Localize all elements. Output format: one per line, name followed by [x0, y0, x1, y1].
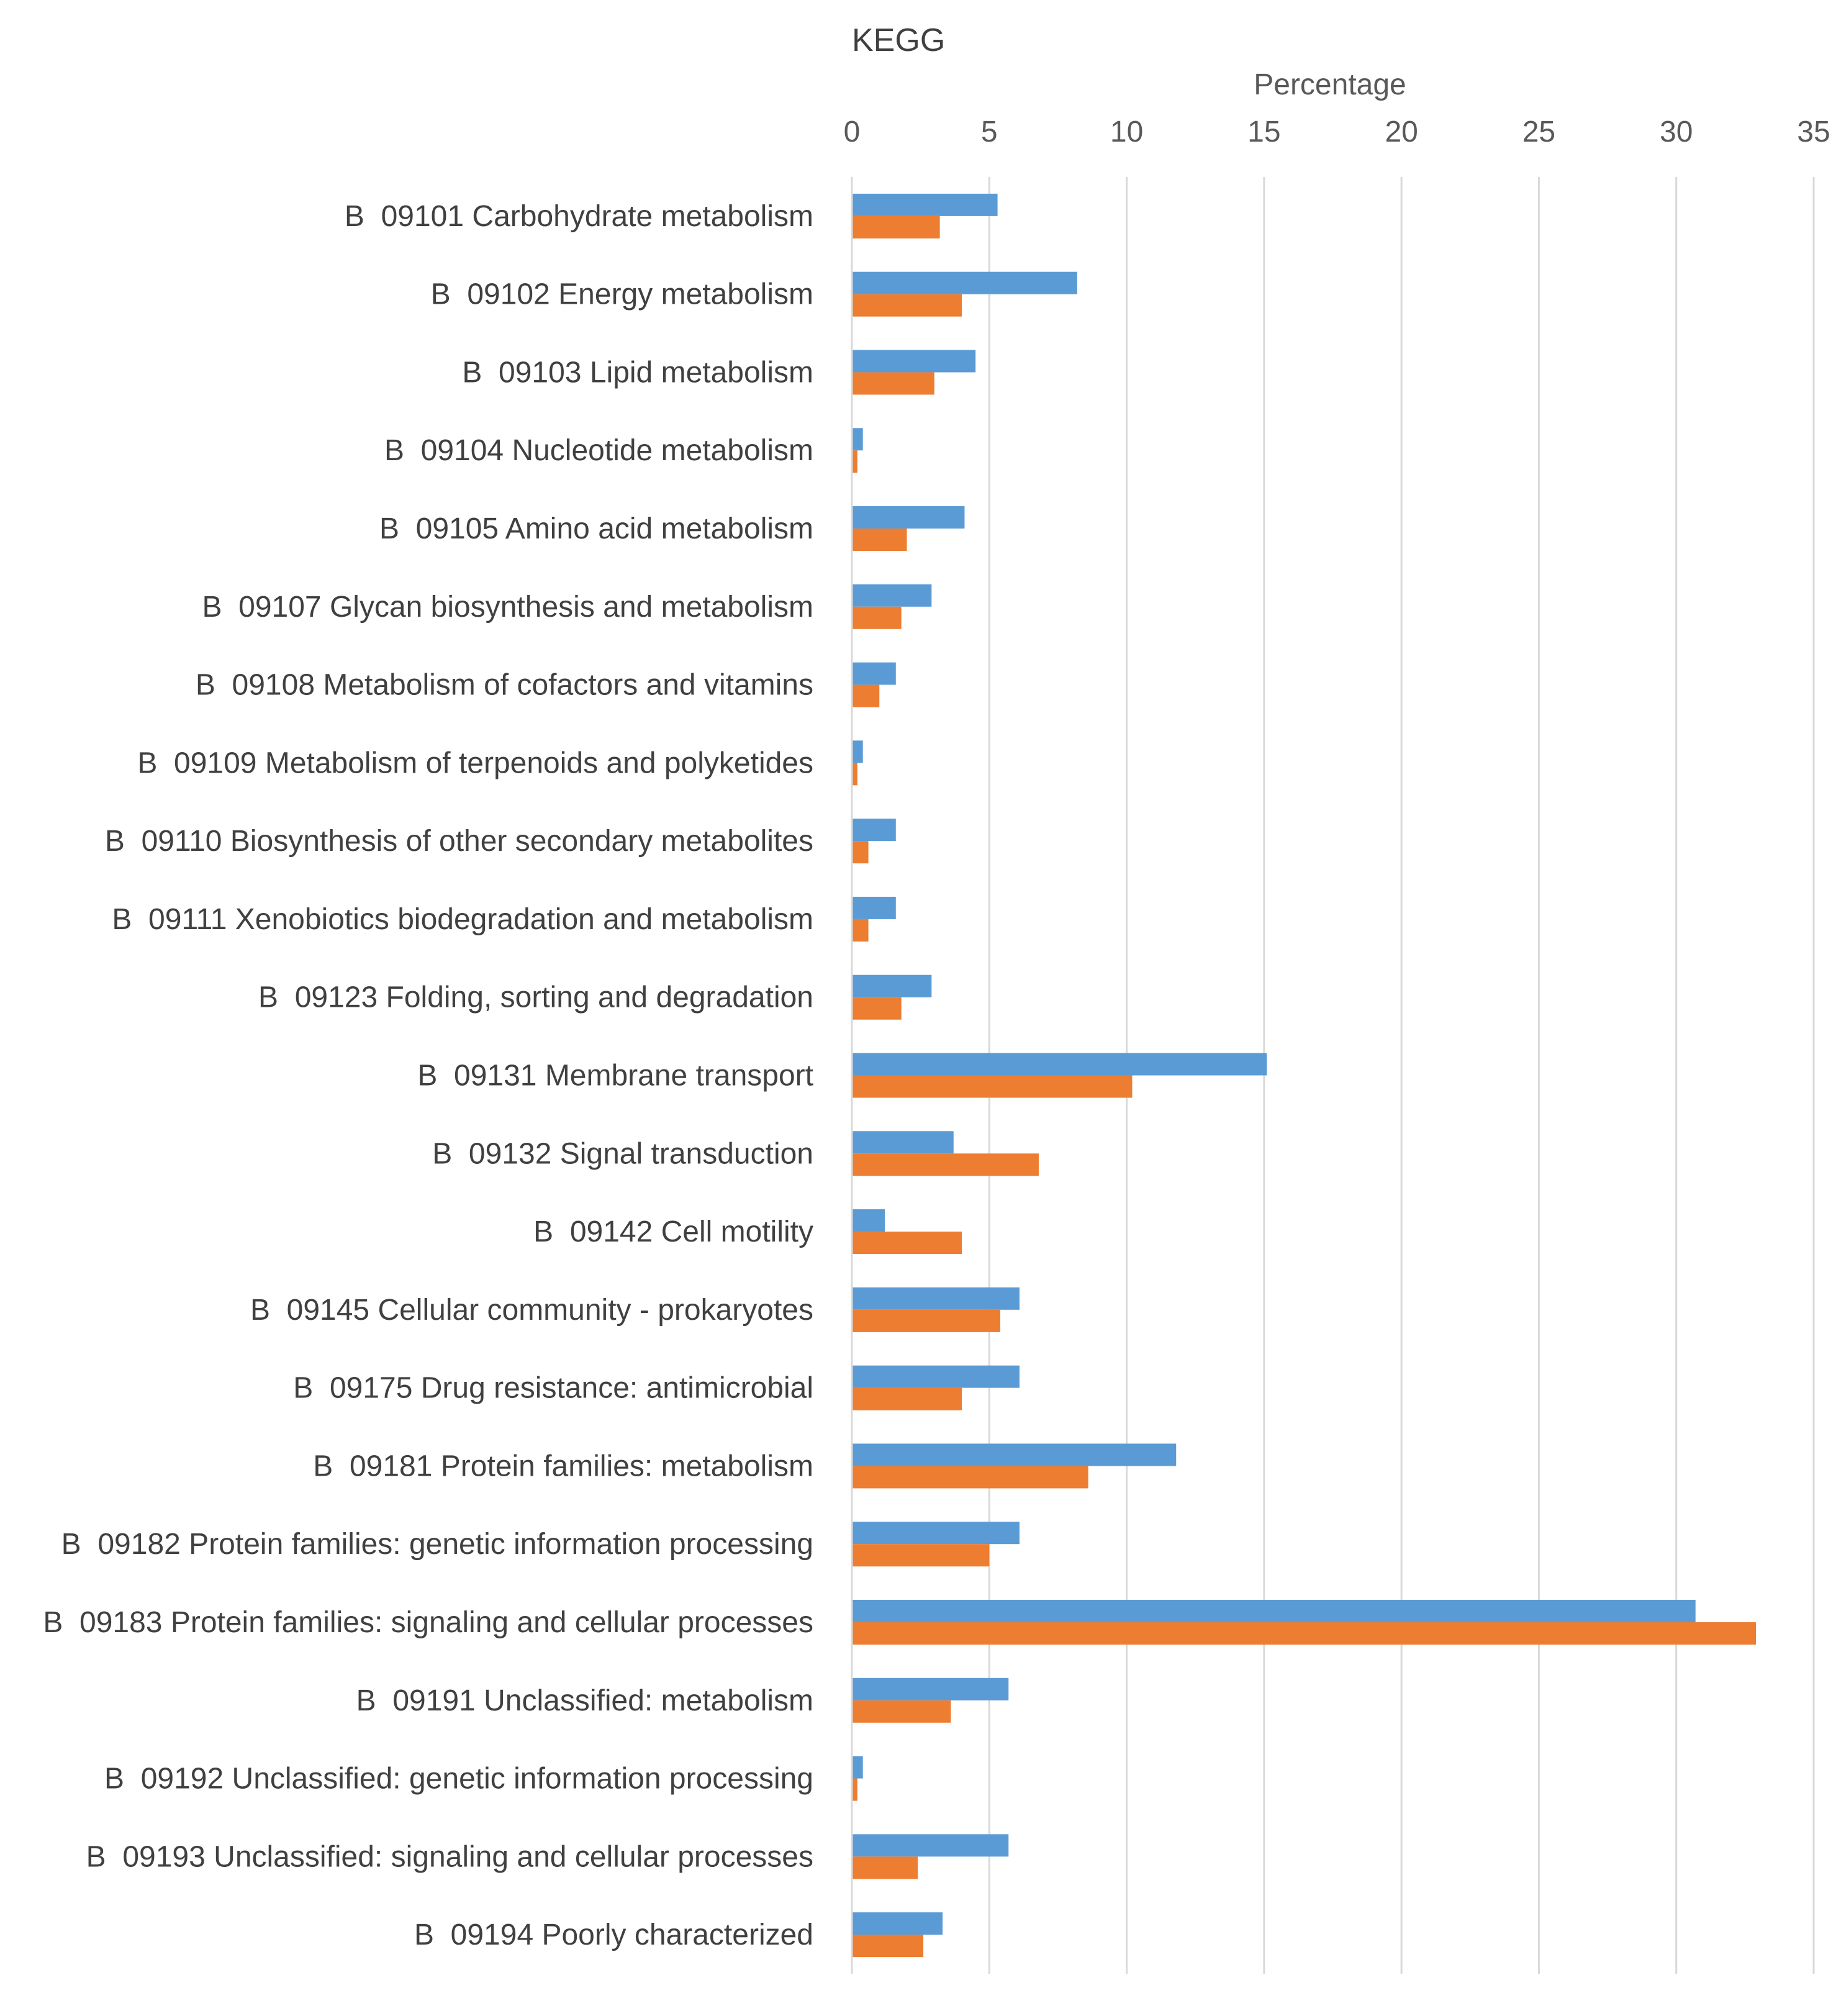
category-label: B 09111 Xenobiotics biodegradation and m…: [112, 903, 813, 936]
category-label: B 09123 Folding, sorting and degradation: [258, 981, 813, 1014]
bar-series-1: [852, 584, 932, 607]
bar-series-2: [852, 529, 907, 552]
bars: [852, 193, 1757, 1958]
bar-series-1: [852, 740, 863, 763]
bar-series-1: [852, 1522, 1020, 1545]
category-label: B 09110 Biosynthesis of other secondary …: [105, 825, 813, 858]
bar-series-1: [852, 1131, 954, 1154]
bar-series-2: [852, 1622, 1757, 1645]
bar-series-1: [852, 193, 998, 216]
category-label: B 09105 Amino acid metabolism: [379, 512, 813, 545]
bar-series-1: [852, 1834, 1009, 1857]
bar-series-2: [852, 606, 902, 629]
category-label: B 09103 Lipid metabolism: [462, 356, 813, 389]
x-tick-label: 20: [1385, 116, 1418, 148]
chart-title: KEGG: [852, 22, 945, 58]
bar-series-1: [852, 1209, 885, 1232]
bar-series-1: [852, 428, 863, 451]
x-axis-title: Percentage: [1254, 68, 1406, 101]
category-label: B 09109 Metabolism of terpenoids and pol…: [137, 747, 813, 779]
bar-series-2: [852, 1778, 857, 1801]
bar-series-1: [852, 1756, 863, 1779]
bar-series-2: [852, 1232, 962, 1255]
x-tick-label: 5: [981, 116, 998, 148]
x-tick-label: 15: [1247, 116, 1280, 148]
category-label: B 09132 Signal transduction: [432, 1137, 813, 1170]
bar-series-2: [852, 372, 934, 395]
bar-series-2: [852, 919, 869, 942]
category-label: B 09183 Protein families: signaling and …: [43, 1606, 813, 1639]
category-label: B 09104 Nucleotide metabolism: [384, 434, 813, 467]
bar-series-2: [852, 997, 902, 1020]
category-label: B 09145 Cellular community - prokaryotes: [250, 1294, 813, 1327]
bar-series-1: [852, 1912, 943, 1935]
bar-series-2: [852, 763, 857, 786]
category-label: B 09108 Metabolism of cofactors and vita…: [196, 669, 813, 702]
bar-series-2: [852, 1544, 990, 1567]
category-label: B 09191 Unclassified: metabolism: [356, 1684, 813, 1717]
bar-series-2: [852, 1309, 1000, 1332]
bar-series-1: [852, 1053, 1267, 1076]
category-label: B 09142 Cell motility: [533, 1215, 813, 1248]
bar-series-1: [852, 506, 965, 529]
x-tick-label: 30: [1660, 116, 1693, 148]
bar-series-2: [852, 1856, 918, 1879]
bar-series-2: [852, 1153, 1039, 1176]
x-tick-label: 0: [844, 116, 861, 148]
x-tick-label: 35: [1797, 116, 1830, 148]
category-label: B 09107 Glycan biosynthesis and metaboli…: [202, 591, 813, 624]
category-label: B 09101 Carbohydrate metabolism: [345, 200, 813, 233]
bar-series-2: [852, 841, 869, 864]
bar-series-2: [852, 1935, 924, 1958]
x-tick-labels: 0 5 10 15 20 25 30 35: [844, 116, 1830, 148]
bar-series-1: [852, 1678, 1009, 1700]
category-label: B 09194 Poorly characterized: [414, 1918, 813, 1951]
category-labels: B 09101 Carbohydrate metabolism B 09102 E…: [43, 200, 813, 1951]
bar-series-2: [852, 1075, 1133, 1098]
bar-series-1: [852, 1365, 1020, 1388]
category-label: B 09131 Membrane transport: [417, 1060, 813, 1092]
bar-series-1: [852, 662, 896, 685]
bar-series-2: [852, 1466, 1088, 1489]
bar-series-1: [852, 1443, 1177, 1466]
bar-series-2: [852, 684, 880, 707]
category-label: B 09192 Unclassified: genetic informatio…: [104, 1763, 813, 1796]
category-label: B 09175 Drug resistance: antimicrobial: [293, 1372, 813, 1405]
bar-series-2: [852, 1700, 951, 1723]
category-label: B 09181 Protein families: metabolism: [313, 1450, 813, 1482]
bar-series-1: [852, 271, 1077, 294]
bar-series-1: [852, 1599, 1696, 1622]
x-tick-label: 10: [1110, 116, 1143, 148]
bar-series-1: [852, 1287, 1020, 1310]
category-label: B 09102 Energy metabolism: [431, 278, 813, 311]
bar-series-2: [852, 294, 962, 317]
bar-series-2: [852, 450, 857, 473]
bar-series-1: [852, 350, 976, 373]
bar-series-2: [852, 1387, 962, 1410]
bar-series-1: [852, 819, 896, 842]
category-label: B 09193 Unclassified: signaling and cell…: [86, 1840, 813, 1873]
bar-series-1: [852, 974, 932, 997]
bar-series-2: [852, 216, 940, 238]
bar-series-1: [852, 896, 896, 919]
category-label: B 09182 Protein families: genetic inform…: [61, 1528, 813, 1561]
x-tick-label: 25: [1522, 116, 1555, 148]
